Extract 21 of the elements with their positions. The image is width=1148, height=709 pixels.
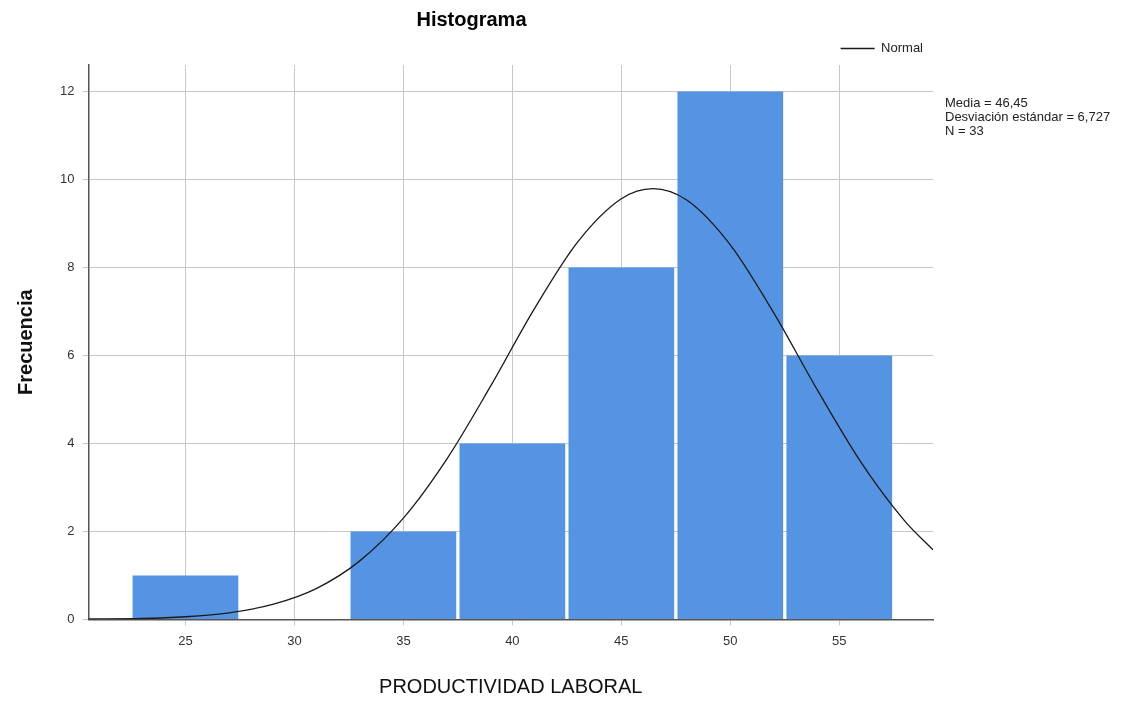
text: Desviación estándar = 6,727	[945, 109, 1111, 125]
x-tick-label: 40	[505, 632, 520, 648]
text: N = 33	[945, 123, 984, 139]
y-tick-label: 8	[67, 258, 75, 274]
x-axis-title: PRODUCTIVIDAD LABORAL	[379, 674, 643, 697]
x-tick-label: 50	[723, 632, 738, 648]
chart-title: Histograma	[416, 7, 528, 30]
y-axis-title: Frecuencia	[13, 288, 36, 395]
y-tick-label: 2	[67, 522, 75, 538]
legend-label: Normal	[881, 40, 924, 56]
y-tick-label: 6	[67, 346, 75, 362]
x-tick-label: 55	[832, 632, 847, 648]
x-tick-label: 45	[614, 632, 629, 648]
y-tick-label: 10	[59, 170, 75, 186]
y-tick-label: 12	[59, 82, 75, 98]
x-tick-label: 35	[396, 632, 411, 648]
y-tick-label: 0	[67, 610, 75, 626]
y-tick-label: 4	[67, 434, 75, 450]
x-tick-label: 25	[178, 632, 193, 648]
text: Media = 46,45	[945, 95, 1028, 111]
x-tick-label: 30	[287, 632, 302, 648]
